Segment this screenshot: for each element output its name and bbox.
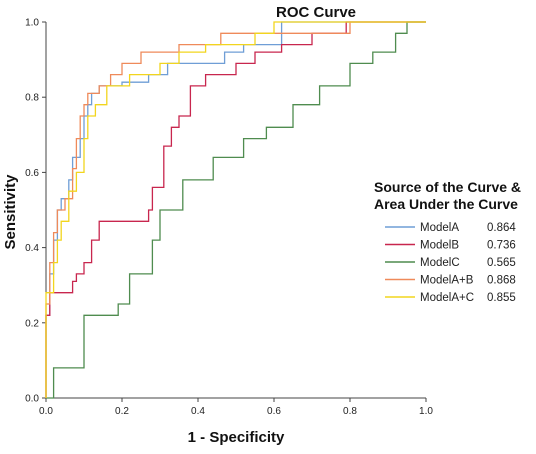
y-tick-label: 1.0	[25, 18, 39, 29]
x-axis-title: 1 - Specificity	[188, 429, 285, 446]
x-tick-label: 0.8	[343, 406, 357, 417]
y-tick-label: 0.2	[25, 318, 39, 329]
y-tick-label: 0.0	[25, 394, 39, 405]
series-line-modelb	[45, 21, 426, 398]
x-tick-label: 0.2	[115, 406, 129, 417]
y-tick-label: 0.8	[25, 93, 39, 104]
legend-auc-modelb: 0.736	[487, 240, 516, 252]
legend-label-modelc: ModelC	[420, 257, 460, 269]
x-tick-label: 0.6	[267, 406, 281, 417]
series-line-modela	[45, 21, 426, 398]
y-tick-label: 0.4	[25, 243, 39, 254]
legend-items: ModelA 0.864 ModelB 0.736 ModelC 0.565 ModelA+…	[385, 222, 516, 304]
legend-auc-modela-c: 0.855	[487, 292, 516, 304]
legend-label-modelb: ModelB	[420, 240, 459, 252]
tick-labels: 0.0 0.2 0.4 0.6 0.8 1.0 0.0 0.2 0.4 0.6 0.8 1.0	[25, 18, 433, 418]
legend-auc-modela: 0.864	[487, 222, 516, 234]
legend: Source of the Curve & Area Under the Cur…	[374, 179, 521, 304]
series-line-modela-c	[45, 21, 426, 398]
legend-auc-modelc: 0.565	[487, 257, 516, 269]
x-tick-label: 1.0	[419, 406, 433, 417]
x-tick-label: 0.4	[191, 406, 205, 417]
y-axis-title: Sensitivity	[2, 174, 19, 250]
chart-title: ROC Curve	[276, 4, 356, 21]
y-tick-label: 0.6	[25, 168, 39, 179]
series-line-modela-b	[45, 21, 426, 398]
legend-label-modela: ModelA	[420, 222, 459, 234]
legend-label-modela-b: ModelA+B	[420, 275, 474, 287]
legend-auc-modela-b: 0.868	[487, 275, 516, 287]
legend-label-modela-c: ModelA+C	[420, 292, 474, 304]
series-lines	[45, 21, 426, 399]
axes	[45, 22, 426, 399]
legend-title-line2: Area Under the Curve	[374, 196, 518, 212]
x-tick-label: 0.0	[39, 406, 53, 417]
series-line-modelc	[46, 21, 426, 399]
legend-title-line1: Source of the Curve &	[374, 179, 521, 195]
